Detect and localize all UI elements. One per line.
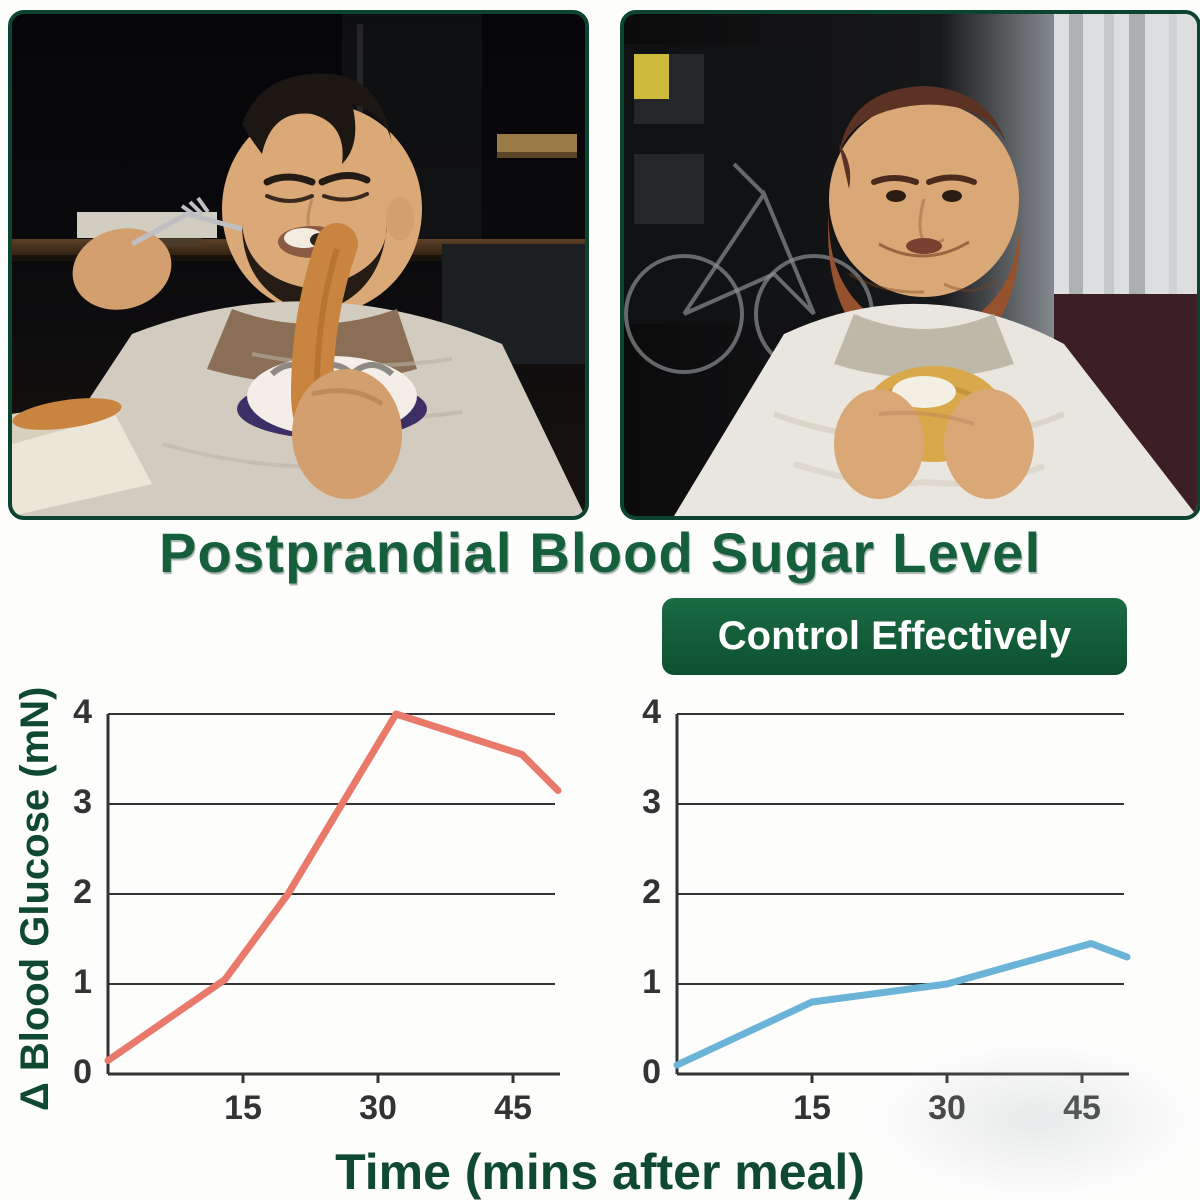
svg-text:2: 2 [642, 873, 661, 911]
svg-text:2: 2 [73, 873, 92, 911]
svg-text:0: 0 [73, 1053, 92, 1091]
svg-text:4: 4 [73, 693, 92, 731]
svg-text:45: 45 [1063, 1089, 1101, 1127]
svg-text:30: 30 [928, 1089, 966, 1127]
svg-text:1: 1 [73, 963, 92, 1001]
svg-text:3: 3 [642, 783, 661, 821]
svg-text:30: 30 [359, 1089, 397, 1127]
svg-text:0: 0 [642, 1053, 661, 1091]
svg-text:1: 1 [642, 963, 661, 1001]
svg-text:4: 4 [642, 693, 661, 731]
svg-text:15: 15 [224, 1089, 262, 1127]
svg-text:45: 45 [494, 1089, 532, 1127]
svg-text:15: 15 [793, 1089, 831, 1127]
svg-text:3: 3 [73, 783, 92, 821]
